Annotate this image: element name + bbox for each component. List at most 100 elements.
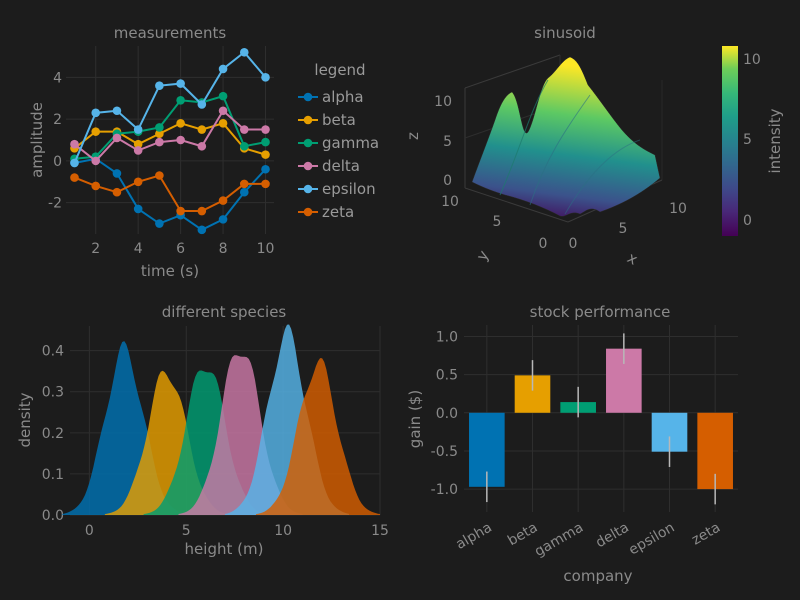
point-delta — [176, 135, 185, 145]
point-beta — [197, 125, 207, 134]
point-epsilon — [239, 47, 249, 57]
point-gamma — [218, 91, 228, 101]
y-tick-0: 0 — [539, 236, 548, 252]
point-epsilon — [112, 106, 122, 116]
measurements-xlabel: time (s) — [141, 262, 199, 280]
point-gamma — [155, 123, 164, 132]
x-tick-0: 0 — [569, 236, 578, 252]
legend-label-epsilon: epsilon — [322, 180, 376, 198]
point-beta — [261, 150, 270, 159]
colorbar-tick-10: 10 — [743, 52, 761, 68]
series-line-epsilon — [73, 50, 267, 164]
point-zeta — [70, 173, 79, 182]
point-delta — [133, 146, 143, 155]
point-alpha — [218, 215, 228, 224]
point-zeta — [239, 179, 249, 189]
series-line-delta — [73, 109, 266, 163]
stock-xtick-alpha: alpha — [453, 520, 495, 553]
point-alpha — [261, 164, 270, 174]
y-tick-10: 10 — [441, 194, 459, 210]
species-ytick: 0.1 — [42, 467, 64, 483]
colorbar-tick-5: 5 — [743, 132, 752, 148]
point-alpha — [155, 219, 164, 228]
legend-marker-beta — [303, 115, 313, 125]
species-xtick: 15 — [371, 523, 389, 539]
measurements-xtick: 6 — [176, 241, 185, 257]
point-delta — [261, 125, 270, 134]
measurements-ytick: 2 — [53, 112, 62, 128]
point-zeta — [197, 206, 207, 216]
point-epsilon — [218, 64, 228, 74]
species-xtick: 5 — [182, 523, 191, 539]
measurements-xtick: 8 — [219, 241, 228, 257]
stock-xlabel: company — [563, 567, 632, 585]
point-zeta — [91, 181, 101, 191]
legend-marker-delta — [303, 161, 313, 171]
surface-ridge-2 — [529, 94, 591, 206]
measurements-ytick: 0 — [53, 154, 62, 170]
measurements-ytick: 4 — [53, 70, 62, 86]
stock-ytick: 0.0 — [436, 406, 458, 422]
point-delta — [155, 137, 164, 147]
stock-ytick: -0.5 — [431, 444, 458, 460]
point-beta — [218, 118, 228, 128]
point-zeta — [133, 177, 143, 187]
colorbar-tick-0: 0 — [743, 213, 752, 229]
point-delta — [218, 106, 228, 116]
z-tick-0: 0 — [443, 173, 452, 189]
stock-ytick: 0.5 — [436, 368, 458, 384]
point-delta — [91, 156, 101, 166]
point-beta — [155, 129, 164, 139]
x-tick-10: 10 — [669, 201, 687, 217]
measurements-xtick: 10 — [257, 241, 275, 257]
point-delta — [70, 139, 79, 149]
stock-ytick: -1.0 — [431, 482, 458, 498]
legend-marker-gamma — [303, 138, 313, 148]
stock-xtick-gamma: gamma — [532, 520, 586, 561]
point-epsilon — [197, 100, 207, 109]
species-xlabel: height (m) — [185, 540, 264, 558]
point-delta — [197, 141, 207, 151]
point-gamma — [261, 137, 270, 147]
species-title: different species — [162, 303, 287, 321]
measurements-title: measurements — [114, 24, 227, 42]
species-ylabel: density — [16, 392, 34, 447]
legend-label-beta: beta — [322, 111, 356, 129]
density-area-6 — [256, 358, 380, 515]
point-epsilon — [261, 73, 270, 82]
point-zeta — [112, 187, 122, 197]
legend-label-delta: delta — [322, 157, 360, 175]
legend-marker-zeta — [303, 207, 313, 217]
measurements-legend: legend alpha beta gamma delta epsilon zeta — [298, 61, 379, 221]
stock-title: stock performance — [530, 303, 671, 321]
point-delta — [239, 125, 249, 134]
sinusoid-zlabel: z — [404, 132, 422, 140]
species-ytick: 0.3 — [42, 385, 64, 401]
series-line-alpha — [74, 157, 267, 231]
stock-xtick-epsilon: epsilon — [626, 520, 677, 559]
point-zeta — [261, 179, 270, 189]
legend-label-zeta: zeta — [322, 203, 354, 221]
measurements-ytick: -2 — [48, 196, 62, 212]
y-tick-5: 5 — [493, 214, 502, 230]
point-epsilon — [176, 79, 185, 88]
measurements-xtick: 4 — [134, 241, 143, 257]
species-xtick: 10 — [274, 523, 292, 539]
sinusoid-title: sinusoid — [534, 24, 596, 42]
species-xtick: 0 — [85, 523, 94, 539]
legend-marker-alpha — [303, 92, 313, 102]
legend-marker-epsilon — [303, 184, 313, 194]
series-line-beta — [73, 122, 266, 156]
point-epsilon — [70, 158, 79, 168]
series-line-zeta — [74, 174, 266, 213]
z-tick-10: 10 — [434, 94, 452, 110]
stock-xtick-delta: delta — [593, 520, 632, 552]
species-ytick: 0.0 — [42, 508, 64, 524]
point-zeta — [155, 171, 164, 180]
point-zeta — [176, 206, 185, 216]
stock-ylabel: gain ($) — [406, 390, 424, 448]
species-ytick: 0.2 — [42, 426, 64, 442]
point-epsilon — [155, 81, 164, 90]
